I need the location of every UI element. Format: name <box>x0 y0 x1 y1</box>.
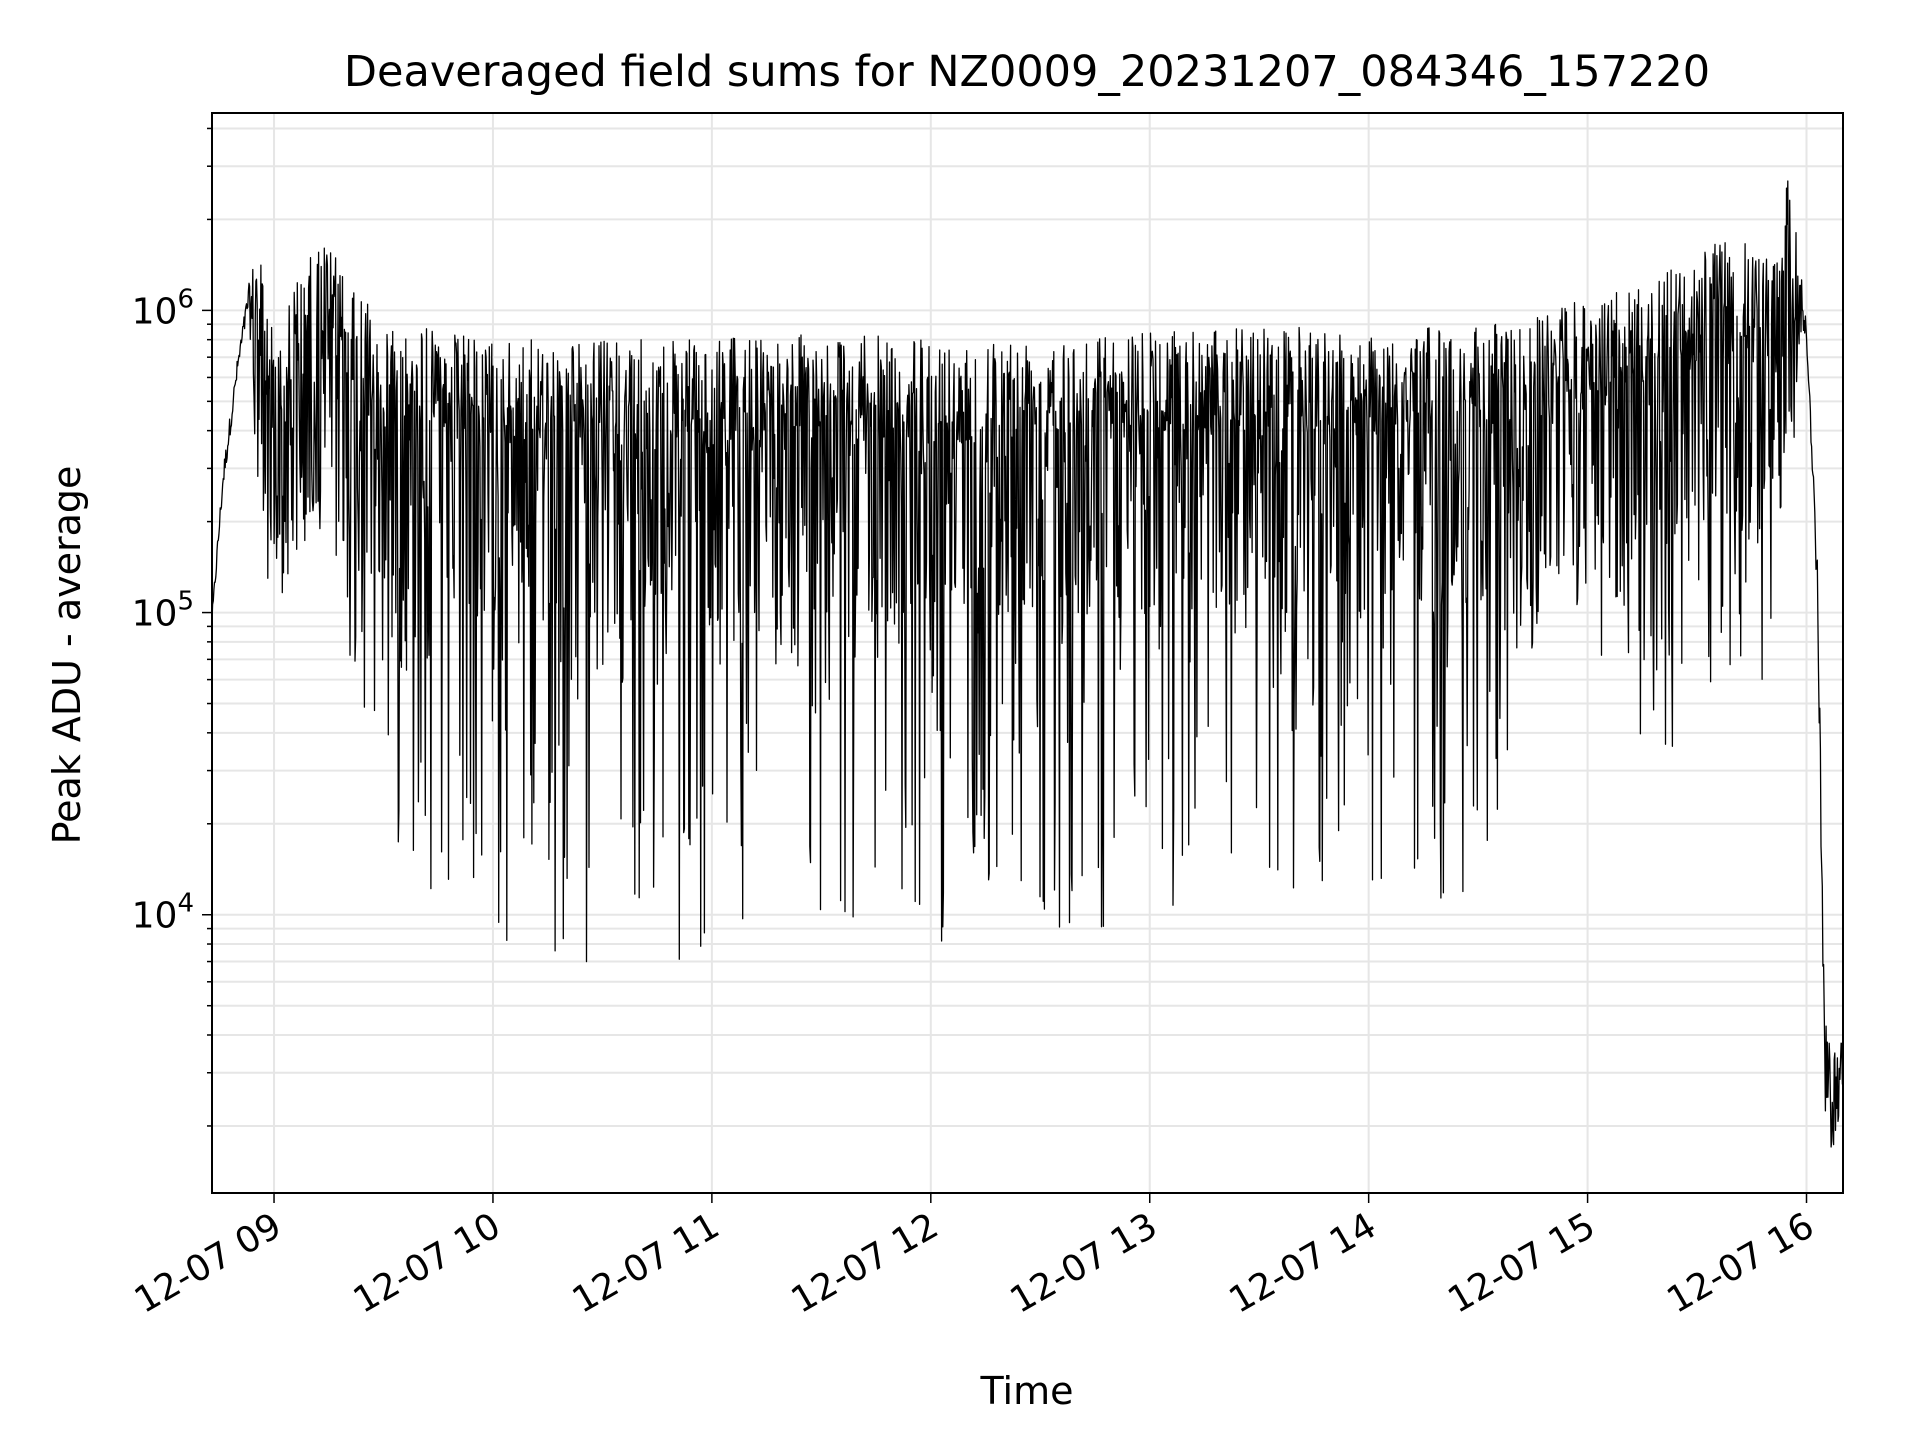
y-axis-label: Peak ADU - average <box>45 466 89 845</box>
x-tick-label: 12-07 14 <box>1222 1205 1383 1321</box>
grid <box>212 113 1843 1193</box>
x-axis: 12-07 09 12-07 10 12-07 11 12-07 12 12-07 13… <box>128 1193 1821 1322</box>
x-tick-label: 12-07 09 <box>128 1205 289 1321</box>
series-line <box>211 180 1844 1148</box>
y-tick-label: 106 <box>132 284 194 332</box>
x-tick-label: 12-07 11 <box>566 1205 727 1321</box>
y-tick-label: 104 <box>132 889 194 937</box>
plot-frame <box>211 112 1844 1194</box>
x-tick-label: 12-07 12 <box>785 1205 946 1321</box>
series-polyline <box>211 180 1844 1148</box>
y-axis: 104 105 106 <box>132 127 212 1127</box>
x-tick-label: 12-07 13 <box>1004 1205 1165 1321</box>
x-tick-label: 12-07 15 <box>1441 1205 1602 1321</box>
x-axis-label: Time <box>980 1369 1074 1413</box>
x-tick-label: 12-07 10 <box>347 1205 508 1321</box>
x-tick-label: 12-07 16 <box>1660 1205 1821 1321</box>
chart-title: Deaveraged field sums for NZ0009_2023120… <box>344 47 1710 97</box>
y-tick-label: 105 <box>132 587 194 635</box>
